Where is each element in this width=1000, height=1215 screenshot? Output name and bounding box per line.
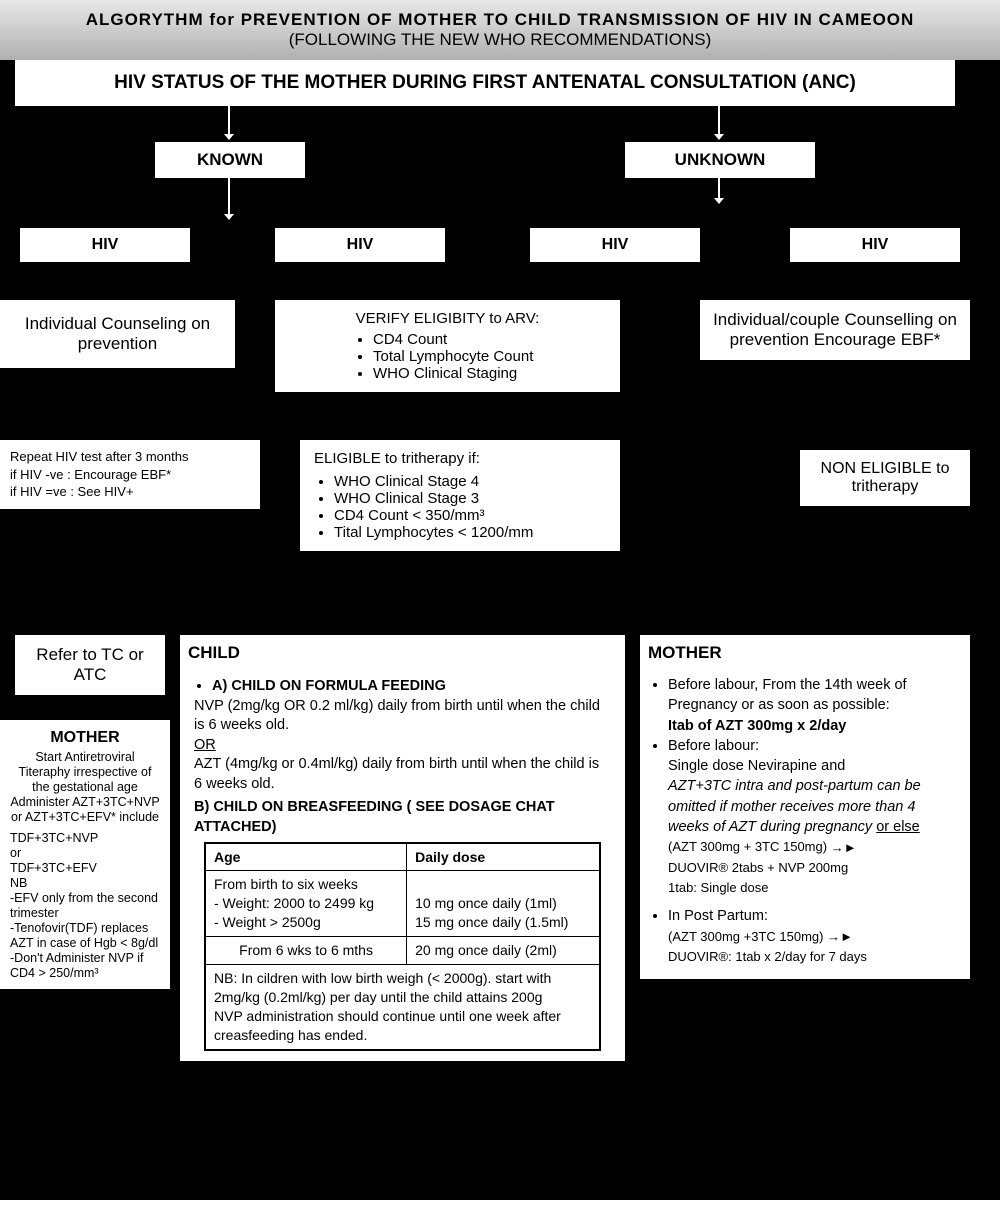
- arrow: [228, 106, 230, 134]
- root-label: HIV STATUS OF THE MOTHER DURING FIRST AN…: [114, 72, 856, 93]
- table-row: From 6 wks to 6 mths 20 mg once daily (2…: [205, 937, 600, 965]
- mother-bullet: Before labour: Single dose Nevirapine an…: [668, 736, 956, 898]
- root-node: HIV STATUS OF THE MOTHER DURING FIRST AN…: [15, 60, 955, 106]
- known-node: KNOWN: [155, 142, 305, 178]
- header-subtitle: (FOLLOWING THE NEW WHO RECOMMENDATIONS): [20, 30, 980, 50]
- mother-left: MOTHER Start Antiretroviral Titeraphy ir…: [0, 720, 170, 989]
- header-title: ALGORYTHM for PREVENTION OF MOTHER TO CH…: [20, 10, 980, 30]
- non-eligible: NON ELIGIBLE to tritherapy: [800, 450, 970, 506]
- eligible-tritherapy: ELIGIBLE to tritherapy if: WHO Clinical …: [300, 440, 620, 551]
- hiv-leaf-1: HIV: [20, 228, 190, 262]
- hiv-leaf-3: HIV: [530, 228, 700, 262]
- eligible-item: WHO Clinical Stage 4: [334, 473, 606, 490]
- eligible-item: CD4 Count < 350/mm³: [334, 507, 606, 524]
- eligible-item: Tital Lymphocytes < 1200/mm: [334, 524, 606, 541]
- verify-item: Total Lymphocyte Count: [373, 348, 606, 365]
- table-row: From birth to six weeks - Weight: 2000 t…: [205, 871, 600, 937]
- unknown-node: UNKNOWN: [625, 142, 815, 178]
- verify-item: CD4 Count: [373, 331, 606, 348]
- table-head-dose: Daily dose: [407, 843, 600, 871]
- counseling-left: Individual Counseling on prevention: [0, 300, 235, 368]
- dosage-table: Age Daily dose From birth to six weeks -…: [204, 842, 601, 1051]
- refer-tc-atc: Refer to TC or ATC: [15, 635, 165, 695]
- child-box: CHILD A) CHILD ON FORMULA FEEDING NVP (2…: [180, 635, 625, 1061]
- mother-bullet: Before labour, From the 14th week of Pre…: [668, 675, 956, 736]
- eligible-item: WHO Clinical Stage 3: [334, 490, 606, 507]
- mother-bullet: In Post Partum: (AZT 300mg +3TC 150mg) →…: [668, 906, 956, 967]
- arrow-right-icon: →►: [827, 928, 853, 946]
- arrow: [228, 178, 230, 214]
- mother-right: MOTHER Before labour, From the 14th week…: [640, 635, 970, 979]
- arrow-right-icon: →►: [831, 839, 857, 857]
- hiv-leaf-4: HIV: [790, 228, 960, 262]
- table-head-age: Age: [205, 843, 407, 871]
- hiv-leaf-2: HIV: [275, 228, 445, 262]
- table-row: NB: In cildren with low birth weigh (< 2…: [205, 964, 600, 1049]
- child-b-title: B) CHILD ON BREASFEEDING ( SEE DOSAGE CH…: [194, 798, 611, 837]
- arrow: [718, 106, 720, 134]
- verify-item: WHO Clinical Staging: [373, 365, 606, 382]
- verify-eligibility: VERIFY ELIGIBITY to ARV: CD4 Count Total…: [275, 300, 620, 392]
- child-a-title: A) CHILD ON FORMULA FEEDING: [212, 678, 446, 694]
- flowchart-canvas: HIV STATUS OF THE MOTHER DURING FIRST AN…: [0, 60, 1000, 1200]
- repeat-test: Repeat HIV test after 3 months if HIV -v…: [0, 440, 260, 509]
- arrow: [718, 178, 720, 198]
- counseling-right: Individual/couple Counselling on prevent…: [700, 300, 970, 360]
- header-banner: ALGORYTHM for PREVENTION OF MOTHER TO CH…: [0, 0, 1000, 60]
